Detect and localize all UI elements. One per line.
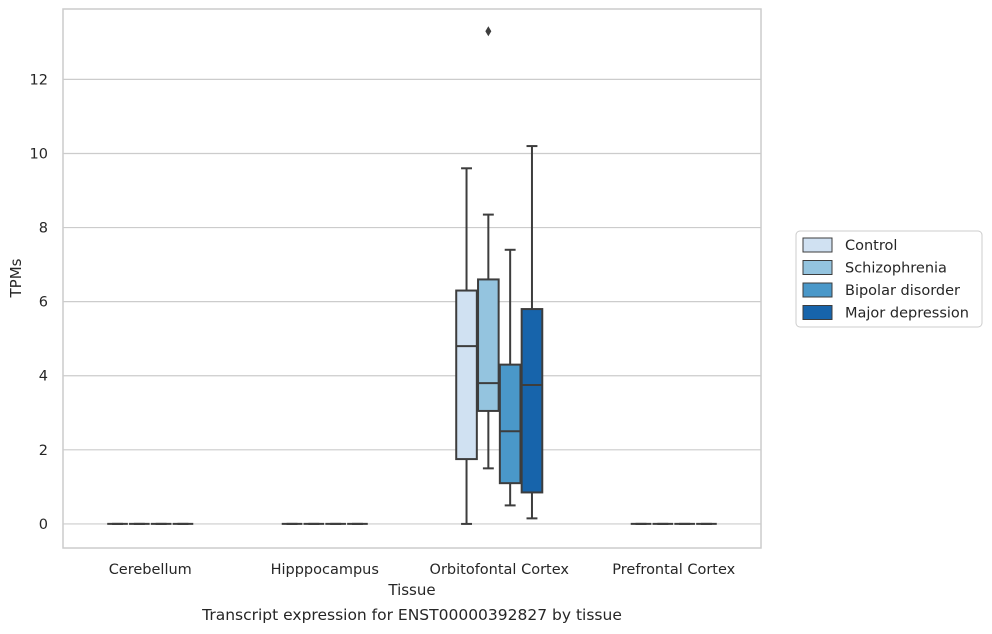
x-axis-label: Tissue bbox=[387, 581, 435, 599]
y-tick-label: 10 bbox=[30, 146, 48, 162]
chart-caption: Transcript expression for ENST0000039282… bbox=[202, 606, 622, 624]
y-tick-label: 12 bbox=[30, 72, 48, 88]
box bbox=[498, 248, 522, 507]
legend-label: Bipolar disorder bbox=[845, 283, 960, 299]
legend: Control Schizophrenia Bipolar disorder Majo… bbox=[795, 230, 983, 328]
box bbox=[455, 167, 478, 525]
legend-label: Control bbox=[845, 238, 897, 254]
x-tick-label: Cerebellum bbox=[109, 562, 192, 578]
box-body bbox=[477, 278, 500, 412]
box bbox=[477, 26, 500, 470]
y-tick-labels: 0 2 4 6 8 10 12 bbox=[30, 72, 48, 533]
box-body bbox=[455, 289, 478, 461]
y-tick-label: 0 bbox=[39, 517, 48, 533]
boxes bbox=[107, 26, 717, 525]
gridlines bbox=[63, 78, 761, 525]
legend-swatch bbox=[802, 260, 833, 275]
legend-label: Schizophrenia bbox=[845, 261, 947, 277]
legend-label: Major depression bbox=[845, 306, 969, 322]
legend-swatch bbox=[802, 237, 833, 253]
y-tick-label: 4 bbox=[39, 369, 48, 385]
x-tick-label: Prefrontal Cortex bbox=[612, 562, 735, 578]
y-tick-label: 8 bbox=[39, 221, 48, 237]
y-tick-label: 6 bbox=[39, 295, 48, 311]
x-tick-label: Orbitofontal Cortex bbox=[430, 562, 570, 578]
legend-swatch bbox=[802, 282, 833, 298]
y-axis-label: TPMs bbox=[7, 258, 25, 298]
box-body bbox=[498, 363, 522, 485]
x-tick-labels: Cerebellum Hipppocampus Orbitofontal Corte… bbox=[109, 562, 736, 578]
legend-frame bbox=[795, 230, 983, 328]
outlier-point bbox=[485, 26, 492, 37]
plot-frame bbox=[62, 8, 762, 549]
x-tick-label: Hipppocampus bbox=[271, 562, 379, 578]
box-body bbox=[520, 308, 544, 494]
legend-swatch bbox=[802, 305, 833, 320]
box bbox=[520, 145, 544, 520]
y-tick-label: 2 bbox=[39, 443, 48, 459]
